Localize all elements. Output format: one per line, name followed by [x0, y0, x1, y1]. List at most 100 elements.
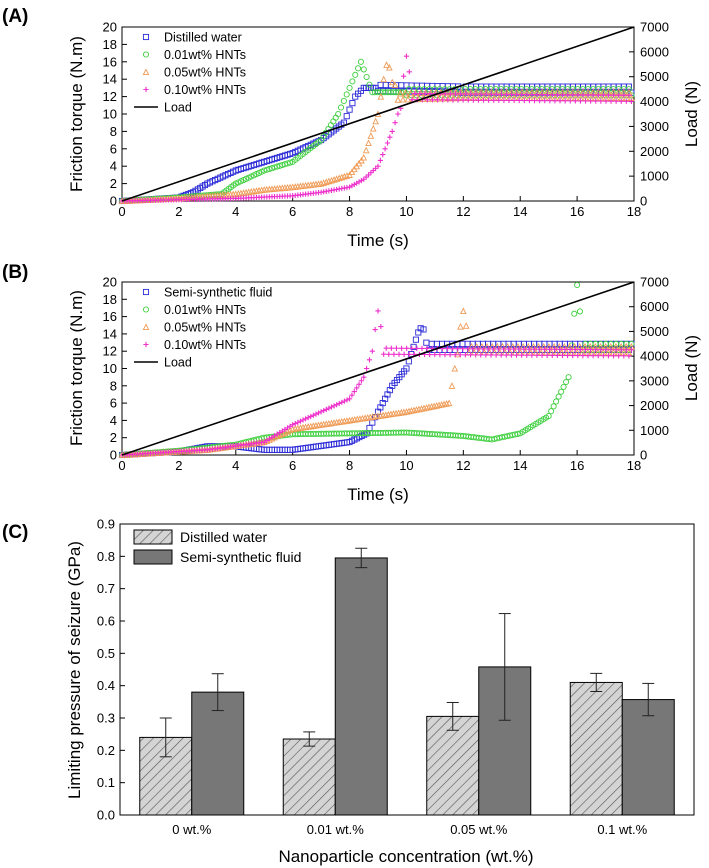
- x-tick-label: 8: [346, 458, 353, 473]
- x-tick-label: 4: [232, 204, 239, 219]
- y-tick-label: 16: [103, 54, 117, 69]
- series-1: [118, 58, 635, 205]
- legend-label: 0.05wt% HNTs: [164, 66, 246, 80]
- x-tick-label: 14: [513, 204, 527, 219]
- y-tick-label: 4: [110, 413, 117, 428]
- x-axis-title-a: Time (s): [347, 231, 409, 250]
- y-right-tick-label: 0: [640, 194, 647, 209]
- x-axis-c: 0 wt.% 0.01 wt.% 0.05 wt.% 0.1 wt.%: [172, 810, 648, 837]
- y-right-tick-label: 3000: [640, 373, 669, 388]
- legend-item: Load: [134, 101, 192, 115]
- series-4: [121, 281, 635, 456]
- x-tick-label: 4: [232, 458, 239, 473]
- y-tick-label: 18: [103, 292, 117, 307]
- bar: [191, 691, 245, 816]
- y-tick-label: 0.1: [97, 775, 115, 790]
- x-tick-label: 0.1 wt.%: [597, 822, 647, 837]
- x-tick-label: 0.05 wt.%: [450, 822, 508, 837]
- x-axis-title-c: Nanoparticle concentration (wt.%): [278, 847, 533, 866]
- panel-b-letter: (B): [2, 262, 28, 283]
- legend-item: Semi-synthetic fluid: [142, 286, 272, 300]
- legend-label: Load: [164, 101, 192, 115]
- y-tick-label: 0.6: [97, 614, 115, 629]
- x-tick-label: 16: [570, 458, 584, 473]
- y-axis-right-title-b: Load (N): [682, 335, 701, 401]
- y-right-tick-label: 2000: [640, 144, 669, 159]
- bar: [334, 557, 388, 816]
- y-tick-label: 20: [103, 20, 117, 35]
- plot-area-c: [119, 523, 695, 816]
- y-tick-label: 6: [110, 396, 117, 411]
- legend-b: Semi-synthetic fluid 0.01wt% HNTs 0.05wt% …: [134, 286, 272, 370]
- y-tick-label: 0.0: [97, 808, 115, 823]
- panel-c: (C) 0 wt.% 0.01 wt.% 0.05 wt.% 0.1 wt.% 0.0…: [2, 517, 695, 866]
- y-tick-label: 12: [103, 344, 117, 359]
- legend-item: Semi-synthetic fluid: [133, 549, 301, 565]
- y-axis-title-a: Friction torque (N.m): [67, 36, 86, 192]
- y-tick-label: 10: [103, 107, 117, 122]
- y-tick-label: 14: [103, 326, 117, 341]
- legend-item: Distilled water: [133, 529, 267, 545]
- x-tick-label: 12: [456, 458, 470, 473]
- y-axis-right-title-a: Load (N): [682, 81, 701, 147]
- legend-label: Load: [164, 356, 192, 370]
- y-tick-label: 2: [110, 176, 117, 191]
- legend-label: 0.01wt% HNTs: [164, 303, 246, 317]
- y-axis-title-b: Friction torque (N.m): [67, 290, 86, 446]
- y-tick-label: 14: [103, 72, 117, 87]
- legend-c: Distilled water Semi-synthetic fluid: [133, 529, 301, 565]
- y-tick-label: 18: [103, 37, 117, 52]
- load-line: [121, 281, 635, 456]
- x-tick-label: 8: [346, 204, 353, 219]
- y-tick-label: 0.4: [97, 678, 115, 693]
- x-tick-label: 6: [289, 458, 296, 473]
- y-tick-label: 8: [110, 124, 117, 139]
- legend-label: 0.01wt% HNTs: [164, 48, 246, 62]
- legend-item: 0.01wt% HNTs: [142, 303, 246, 317]
- y-right-tick-label: 5000: [640, 69, 669, 84]
- x-tick-label: 14: [513, 458, 527, 473]
- y-right-tick-label: 6000: [640, 299, 669, 314]
- y-tick-label: 8: [110, 378, 117, 393]
- y-tick-label: 0.8: [97, 549, 115, 564]
- x-axis-title-b: Time (s): [347, 485, 409, 504]
- x-tick-label: 2: [175, 204, 182, 219]
- legend-item: 0.10wt% HNTs: [143, 83, 246, 97]
- legend-label: Distilled water: [180, 529, 267, 545]
- x-axis-b: 0 2 4 6 8 10 12 14 16 18: [118, 450, 641, 473]
- y-tick-label: 0.5: [97, 646, 115, 661]
- x-tick-label: 0: [118, 204, 125, 219]
- x-tick-label: 12: [456, 204, 470, 219]
- y-tick-label: 16: [103, 309, 117, 324]
- x-tick-label: 0.01 wt.%: [307, 822, 365, 837]
- legend-label: Semi-synthetic fluid: [164, 286, 272, 300]
- y-right-tick-label: 3000: [640, 119, 669, 134]
- y-tick-label: 2: [110, 430, 117, 445]
- y-right-tick-label: 2000: [640, 398, 669, 413]
- y-right-tick-label: 4000: [640, 349, 669, 364]
- x-tick-label: 10: [399, 204, 413, 219]
- panel-a-letter: (A): [2, 6, 28, 27]
- legend-label: 0.10wt% HNTs: [164, 83, 246, 97]
- x-tick-label: 18: [627, 458, 641, 473]
- load-line: [121, 26, 635, 202]
- x-axis-a: 0 2 4 6 8 10 12 14 16 18: [118, 196, 641, 219]
- y-axis-right-a: 0 1000 2000 3000 4000 5000 6000 7000: [629, 20, 669, 209]
- x-tick-label: 10: [399, 458, 413, 473]
- y-tick-label: 0.3: [97, 711, 115, 726]
- y-right-tick-label: 7000: [640, 20, 669, 35]
- y-tick-label: 10: [103, 361, 117, 376]
- legend-item: Distilled water: [142, 31, 242, 45]
- legend-label: Semi-synthetic fluid: [180, 549, 301, 565]
- y-tick-label: 0: [110, 194, 117, 209]
- legend-item: 0.10wt% HNTs: [143, 338, 246, 352]
- y-right-tick-label: 6000: [640, 44, 669, 59]
- legend-a: Distilled water 0.01wt% HNTs 0.05wt% HNTs 0…: [134, 31, 246, 115]
- bars-layer-c: [139, 547, 675, 816]
- y-axis-left-a: 0 2 4 6 8 10 12 14 16 18 20: [103, 20, 127, 209]
- y-axis-right-b: 0 1000 2000 3000 4000 5000 6000 7000: [629, 275, 669, 463]
- legend-item: 0.01wt% HNTs: [142, 48, 246, 62]
- legend-item: 0.05wt% HNTs: [142, 66, 246, 80]
- bar: [621, 699, 675, 816]
